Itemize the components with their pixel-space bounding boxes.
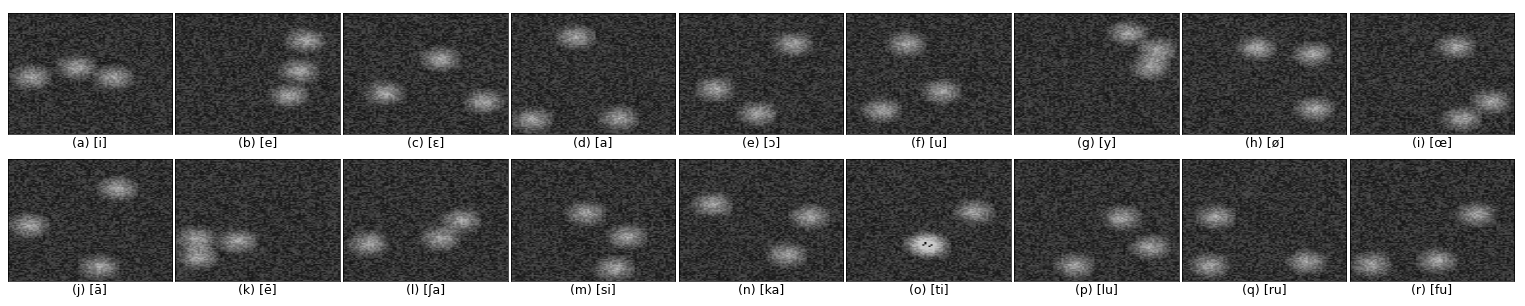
Text: (q) [ru]: (q) [ru] [1241, 284, 1287, 297]
Text: (l) [ʃa]: (l) [ʃa] [406, 284, 445, 297]
Text: (b) [e]: (b) [e] [238, 137, 278, 151]
Text: (c) [ɛ]: (c) [ɛ] [407, 137, 444, 151]
Text: (f) [u]: (f) [u] [910, 137, 947, 151]
Text: (k) [ē]: (k) [ē] [238, 284, 278, 297]
Text: (e) [ɔ]: (e) [ɔ] [741, 137, 779, 151]
Text: (a) [i]: (a) [i] [72, 137, 107, 151]
Text: (j) [ā]: (j) [ā] [72, 284, 107, 297]
Text: (d) [a]: (d) [a] [573, 137, 613, 151]
Text: (m) [si]: (m) [si] [570, 284, 616, 297]
Text: (h) [ø]: (h) [ø] [1244, 137, 1284, 151]
Text: (i) [œ]: (i) [œ] [1412, 137, 1452, 151]
Text: (o) [ti]: (o) [ti] [909, 284, 949, 297]
Text: (r) [fu]: (r) [fu] [1411, 284, 1452, 297]
Text: (p) [lu]: (p) [lu] [1075, 284, 1118, 297]
Text: (n) [ka]: (n) [ka] [738, 284, 784, 297]
Text: (g) [y]: (g) [y] [1077, 137, 1116, 151]
